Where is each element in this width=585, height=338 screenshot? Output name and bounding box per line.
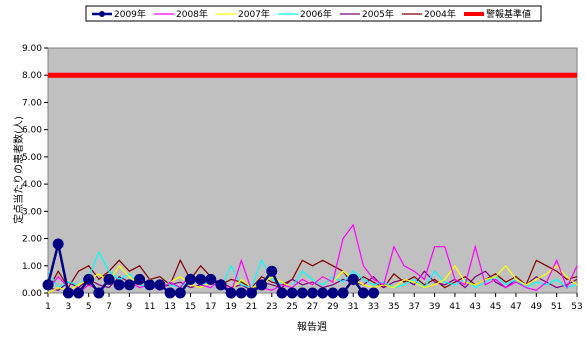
y-tick-label: 8.00 xyxy=(22,71,42,81)
x-tick-label: 47 xyxy=(510,302,521,312)
data-point xyxy=(154,279,166,291)
x-tick-label: 13 xyxy=(164,302,175,312)
y-tick-label: 1.00 xyxy=(22,262,42,272)
data-point xyxy=(245,287,257,299)
x-tick-label: 19 xyxy=(225,302,237,312)
x-tick-label: 51 xyxy=(551,302,562,312)
legend-label: 2009年 xyxy=(114,8,146,20)
x-tick-label: 17 xyxy=(205,302,216,312)
data-point xyxy=(174,287,186,299)
series-line xyxy=(47,270,578,292)
x-tick-label: 39 xyxy=(429,302,441,312)
plot-area xyxy=(47,47,578,294)
data-point xyxy=(103,273,115,285)
legend-label: 2007年 xyxy=(238,8,270,20)
legend-label: 2005年 xyxy=(362,8,394,20)
data-point xyxy=(42,279,54,291)
y-tick-label: 9.00 xyxy=(22,44,42,54)
legend-label: 警報基準値 xyxy=(486,8,531,20)
data-point xyxy=(62,287,74,299)
y-tick-label: 0.00 xyxy=(22,289,42,299)
series-line xyxy=(47,258,578,291)
x-tick-label: 7 xyxy=(106,302,112,312)
legend-label: 2004年 xyxy=(424,8,456,20)
data-point xyxy=(195,273,207,285)
x-tick-label: 23 xyxy=(266,302,277,312)
data-point xyxy=(357,287,369,299)
legend-label: 2006年 xyxy=(300,8,332,20)
x-tick-label: 43 xyxy=(470,302,481,312)
y-tick-label: 3.00 xyxy=(22,207,42,217)
x-axis: 1 3 5 7 9 11 13 15 17 19 21 23 25 27 29 31 33 35 37 39 41 43 4… xyxy=(45,293,583,312)
data-point xyxy=(317,287,329,299)
x-tick-label: 1 xyxy=(45,302,51,312)
x-tick-label: 37 xyxy=(409,302,420,312)
legend-box xyxy=(85,5,542,22)
data-point xyxy=(307,287,318,299)
data-point xyxy=(83,273,95,285)
data-point xyxy=(296,287,308,299)
y-tick-label: 7.00 xyxy=(22,98,42,108)
data-point xyxy=(73,287,85,299)
x-tick-label: 27 xyxy=(307,302,318,312)
data-point xyxy=(266,265,278,277)
data-point xyxy=(276,287,288,299)
legend: 2009年 2008年 2007年 2006年 2005年 2004年 警報基準値 xyxy=(92,8,531,20)
y-tick-label: 6.00 xyxy=(22,126,42,136)
data-point xyxy=(215,279,227,291)
data-point xyxy=(164,287,176,299)
x-tick-label: 49 xyxy=(531,302,543,312)
data-point xyxy=(235,287,247,299)
y-tick-label: 2.00 xyxy=(22,235,42,245)
y-axis-title: 定点当たりの患者数(人) xyxy=(12,116,25,224)
x-tick-label: 33 xyxy=(368,302,379,312)
x-axis-title: 報告週 xyxy=(297,320,327,333)
data-point xyxy=(123,279,135,291)
y-tick-label: 4.00 xyxy=(22,180,42,190)
x-tick-label: 5 xyxy=(86,302,92,312)
data-point xyxy=(286,287,298,299)
x-tick-label: 9 xyxy=(127,302,133,312)
data-point xyxy=(327,287,339,299)
data-point xyxy=(368,287,380,299)
x-tick-label: 31 xyxy=(347,302,358,312)
x-tick-label: 53 xyxy=(571,302,582,312)
legend-label: 2008年 xyxy=(176,8,208,20)
data-point xyxy=(337,287,349,299)
x-tick-label: 11 xyxy=(144,302,155,312)
data-point xyxy=(93,287,105,299)
x-tick-label: 29 xyxy=(327,302,339,312)
legend-marker xyxy=(99,11,105,17)
x-tick-label: 25 xyxy=(286,302,297,312)
x-tick-label: 35 xyxy=(388,302,399,312)
y-tick-label: 5.00 xyxy=(22,153,42,163)
x-tick-label: 41 xyxy=(449,302,460,312)
data-point xyxy=(256,279,268,291)
data-point xyxy=(347,273,359,285)
data-point xyxy=(205,273,217,285)
data-point xyxy=(144,279,156,291)
data-point xyxy=(113,279,125,291)
x-tick-label: 15 xyxy=(185,302,196,312)
x-tick-label: 45 xyxy=(490,302,501,312)
data-point xyxy=(52,238,64,250)
x-tick-label: 3 xyxy=(65,302,71,312)
series-line xyxy=(47,223,578,295)
data-point xyxy=(184,273,196,285)
y-axis: 0.00 1.00 2.00 3.00 4.00 5.00 6.00 7.00 8.00 9.00 xyxy=(22,44,48,299)
data-point xyxy=(225,287,237,299)
x-tick-label: 21 xyxy=(246,302,257,312)
data-point xyxy=(134,273,146,285)
series-group xyxy=(42,72,578,299)
